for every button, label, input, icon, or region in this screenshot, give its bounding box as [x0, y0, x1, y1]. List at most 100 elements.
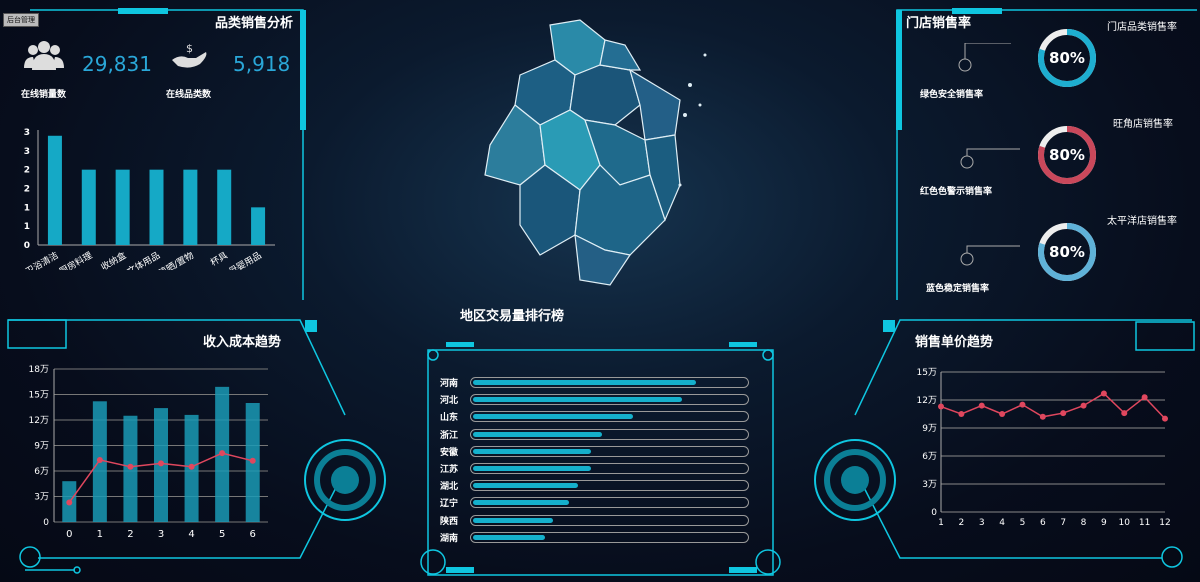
store-panel-title: 门店销售率 [906, 16, 972, 31]
x-tick-label: 文体用品 [125, 249, 162, 270]
y-tick-label: 2 [24, 166, 30, 176]
bar [217, 169, 232, 245]
y-tick-label: 15万 [29, 391, 49, 401]
bar [473, 431, 603, 437]
region-name: 河北 [440, 396, 459, 407]
y-tick-label: 0 [931, 508, 937, 518]
x-tick-label: 5 [219, 529, 225, 540]
x-tick-label: 4 [999, 518, 1005, 528]
bar [81, 169, 96, 245]
online-categories-value: 5,918 [233, 52, 291, 76]
users-icon [24, 41, 64, 70]
gauge-value: 80% [1049, 49, 1085, 67]
line-point [1162, 415, 1168, 422]
x-tick-label: 4 [188, 529, 194, 540]
x-tick-label: 0 [66, 529, 72, 540]
bar [183, 169, 198, 245]
x-tick-label: 2 [958, 518, 964, 528]
y-tick-label: 0 [43, 518, 49, 528]
x-tick-label: 厨房料理 [57, 249, 94, 270]
bar [473, 517, 553, 523]
y-tick-label: 3 [24, 147, 30, 157]
y-tick-label: 9万 [922, 424, 937, 434]
line-point [96, 456, 103, 463]
y-tick-label: 18万 [29, 365, 49, 375]
admin-button[interactable]: 后台管理 [3, 13, 39, 27]
gauge-label: 红色色警示销售率 [920, 187, 993, 197]
price-line [940, 392, 1166, 420]
y-tick-label: 2 [24, 185, 30, 195]
bar [473, 414, 633, 420]
line-point [1121, 410, 1128, 417]
line-point [938, 403, 944, 410]
ranking-row: 河南 [440, 377, 750, 389]
region-name: 浙江 [440, 430, 459, 441]
line-point [978, 402, 985, 409]
y-tick-label: 1 [24, 222, 30, 232]
gauge-ring [1038, 29, 1096, 87]
x-tick-label: 8 [1081, 518, 1087, 528]
ranking-row: 陕西 [440, 514, 750, 527]
x-tick-label: 母婴用品 [227, 250, 264, 270]
hand-money-icon: $ [172, 42, 207, 68]
line-point [1080, 402, 1087, 409]
bar-track [470, 428, 749, 440]
bar [473, 534, 545, 540]
gauge-title: 门店品类销售率 [1107, 22, 1177, 33]
ranking-row: 浙江 [440, 428, 750, 441]
online-sales-value: 29,831 [82, 52, 152, 76]
bar-track [470, 463, 749, 474]
connector-icon [960, 245, 1020, 266]
gauge-ring [1038, 126, 1096, 184]
ranking-panel-title: 地区交易量排行榜 [460, 309, 565, 324]
line-point [188, 463, 195, 470]
region-name: 河南 [440, 379, 459, 389]
x-tick-label: 晾晒/置物 [156, 249, 196, 270]
y-tick-label: 3万 [922, 480, 937, 490]
region-name: 湖北 [440, 482, 459, 493]
line-point [66, 499, 73, 506]
bar-track [470, 480, 749, 492]
gauge-title: 太平洋店销售率 [1107, 216, 1177, 227]
svg-text:$: $ [186, 42, 193, 55]
income-panel-title: 收入成本趋势 [203, 335, 282, 350]
y-tick-label: 6万 [922, 452, 937, 462]
line-point [249, 457, 256, 464]
ranking-row: 安徽 [440, 445, 750, 458]
line-point [158, 460, 164, 467]
y-tick-label: 9万 [34, 442, 49, 452]
bar [473, 380, 696, 385]
x-tick-label: 1 [938, 518, 944, 528]
y-tick-label: 1 [24, 203, 30, 213]
y-tick-label: 0 [24, 241, 30, 251]
line-point [999, 411, 1006, 417]
gauge-label: 蓝色稳定销售率 [926, 284, 990, 294]
price-panel-title: 销售单价趋势 [915, 335, 994, 350]
x-tick-label: 9 [1101, 518, 1107, 528]
x-tick-label: 12 [1159, 518, 1170, 528]
x-tick-label: 3 [979, 518, 985, 528]
ranking-row: 湖北 [440, 480, 750, 492]
bar-track [470, 377, 749, 388]
gauge-value: 80% [1049, 146, 1085, 164]
y-tick-label: 3 [24, 128, 30, 138]
y-tick-label: 12万 [29, 416, 49, 426]
y-tick-label: 6万 [34, 467, 49, 477]
y-tick-label: 12万 [917, 396, 937, 406]
line-point [219, 450, 226, 457]
bar-track [470, 514, 749, 526]
bar [473, 448, 592, 454]
bar-track [470, 411, 749, 423]
x-tick-label: 11 [1139, 518, 1150, 528]
online-sales-label: 在线销量数 [21, 90, 67, 100]
income-cost-chart: 0 3万 6万 9万 12万 15万 18万 0 1 2 3 4 5 6 [29, 365, 268, 540]
x-tick-label: 5 [1020, 518, 1026, 528]
region-name: 辽宁 [440, 499, 459, 510]
y-tick-label: 3万 [34, 493, 49, 503]
region-name: 山东 [440, 413, 459, 424]
x-tick-label: 杯具 [208, 249, 230, 268]
x-tick-label: 7 [1060, 518, 1066, 528]
